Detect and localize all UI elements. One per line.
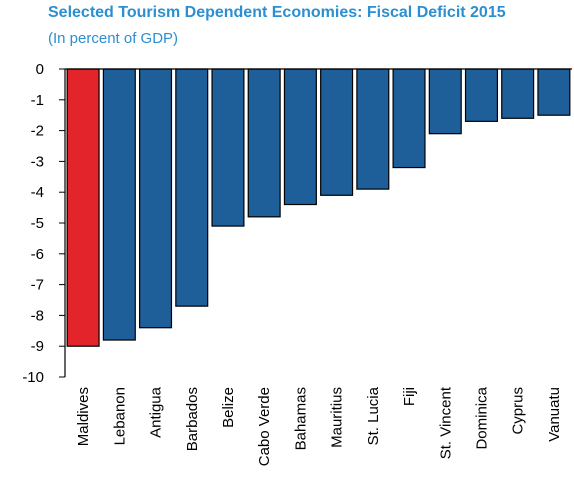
y-tick-label: -7 bbox=[31, 277, 44, 294]
x-category-label: Dominica bbox=[473, 386, 490, 449]
bar-barbados bbox=[175, 68, 209, 307]
bar-cyprus bbox=[501, 68, 535, 119]
bar-dominica bbox=[464, 68, 498, 122]
x-category-label: Cyprus bbox=[510, 387, 527, 435]
bar-series bbox=[66, 68, 571, 347]
bar-belize bbox=[211, 68, 245, 227]
y-tick-label: -2 bbox=[31, 123, 44, 140]
y-tick-label: -5 bbox=[31, 215, 44, 232]
chart-title: Selected Tourism Dependent Economies: Fi… bbox=[48, 4, 506, 21]
y-tick-label: -10 bbox=[22, 369, 44, 386]
x-axis-labels: Maldives Lebanon Antigua Barbados Belize Cabo… bbox=[75, 386, 563, 466]
y-tick-label: -3 bbox=[31, 153, 44, 170]
bar-mauritius bbox=[320, 68, 354, 196]
bar-maldives bbox=[66, 68, 100, 347]
x-category-label: Fiji bbox=[401, 387, 418, 406]
axes bbox=[59, 68, 572, 378]
x-category-label: Maldives bbox=[75, 387, 92, 446]
x-category-label: Lebanon bbox=[111, 387, 128, 445]
y-tick-label: -6 bbox=[31, 246, 44, 263]
y-tick-label: -4 bbox=[31, 184, 44, 201]
x-category-label: Mauritius bbox=[329, 387, 346, 448]
y-tick-label: -1 bbox=[31, 92, 44, 109]
x-category-label: Vanuatu bbox=[546, 387, 563, 442]
bar-cabo-verde bbox=[247, 68, 281, 218]
bar-bahamas bbox=[283, 68, 317, 206]
y-axis-ticks: 0 -1 -2 -3 -4 -5 -6 -7 -8 -9 -10 bbox=[22, 61, 44, 386]
x-category-label: Barbados bbox=[184, 387, 201, 451]
x-category-label: St. Lucia bbox=[365, 386, 382, 445]
x-category-label: Belize bbox=[220, 387, 237, 428]
bar-fiji bbox=[392, 68, 426, 169]
y-tick-label: -8 bbox=[31, 307, 44, 324]
chart-subtitle: (In percent of GDP) bbox=[48, 30, 179, 47]
x-category-label: Bahamas bbox=[292, 387, 309, 450]
x-category-label: Cabo Verde bbox=[256, 387, 273, 466]
bar-st-vincent bbox=[428, 68, 462, 135]
bar-vanuatu bbox=[537, 68, 571, 116]
y-tick-label: -9 bbox=[31, 338, 44, 355]
bar-antigua bbox=[139, 68, 173, 329]
x-category-label: Antigua bbox=[148, 386, 165, 438]
bar-st-lucia bbox=[356, 68, 390, 190]
y-tick-label: 0 bbox=[36, 61, 44, 78]
x-category-label: St. Vincent bbox=[437, 386, 454, 459]
bar-lebanon bbox=[102, 68, 136, 341]
